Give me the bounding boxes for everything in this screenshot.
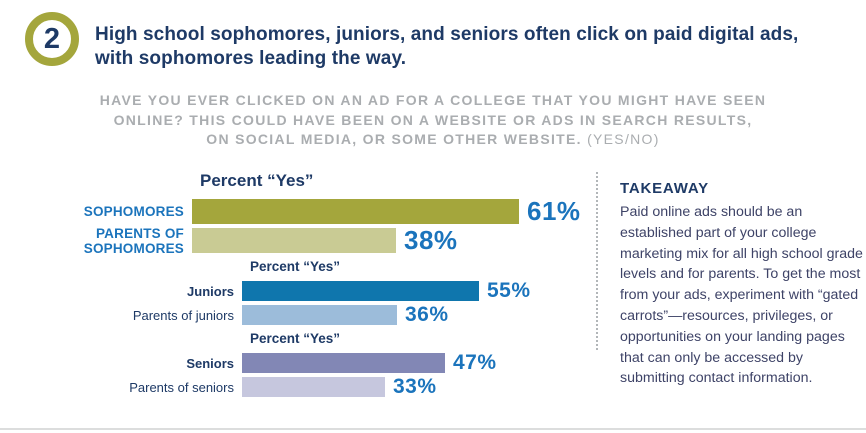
bar-value-parents-of-juniors: 36%: [405, 303, 449, 326]
takeaway-panel: TAKEAWAY Paid online ads should be an es…: [620, 180, 863, 389]
bar-row-parents-of-seniors: Parents of seniors 33%: [0, 375, 600, 398]
chart-group-juniors: Percent “Yes” Juniors 55% Parents of jun…: [0, 259, 600, 329]
bar-row-sophomores: SOPHOMORES 61%: [0, 196, 600, 226]
section-number: 2: [43, 22, 61, 55]
question-line-3-bold: ON SOCIAL MEDIA, OR SOME OTHER WEBSITE.: [206, 131, 582, 147]
takeaway-body: Paid online ads should be an established…: [620, 204, 863, 387]
bar-value-seniors: 47%: [453, 351, 497, 374]
bar-row-seniors: Seniors 47%: [0, 351, 600, 374]
chart-title-sophomores: Percent “Yes”: [200, 171, 314, 190]
section-number-badge: 2: [25, 12, 79, 66]
bar-parents-of-sophomores: [192, 228, 396, 253]
bar-sophomores: [192, 199, 519, 224]
bar-label-parents-of-sophomores: PARENTS OF SOPHOMORES: [83, 225, 184, 256]
chart-title-seniors: Percent “Yes”: [250, 331, 341, 346]
question-line-3: ON SOCIAL MEDIA, OR SOME OTHER WEBSITE. …: [0, 130, 866, 150]
bar-seniors: [242, 353, 445, 373]
question-line-1: HAVE YOU EVER CLICKED ON AN AD FOR A COL…: [99, 92, 767, 108]
bar-label-seniors: Seniors: [186, 355, 234, 371]
bar-label-juniors: Juniors: [187, 283, 234, 299]
bar-parents-of-juniors: [242, 305, 397, 325]
headline-line-1: High school sophomores, juniors, and sen…: [95, 24, 799, 45]
bar-label-sophomores: SOPHOMORES: [83, 204, 184, 219]
chart-group-sophomores: Percent “Yes” SOPHOMORES 61% PARENTS OF …: [0, 171, 600, 257]
bottom-rule: [0, 428, 866, 430]
question-line-2: ONLINE? THIS COULD HAVE BEEN ON A WEBSIT…: [113, 111, 753, 128]
chart-title-juniors: Percent “Yes”: [250, 259, 341, 274]
bar-row-juniors: Juniors 55%: [0, 279, 600, 302]
dotted-divider: [596, 172, 598, 350]
chart-group-seniors: Percent “Yes” Seniors 47% Parents of sen…: [0, 331, 600, 401]
bar-row-parents-of-juniors: Parents of juniors 36%: [0, 303, 600, 326]
bar-value-juniors: 55%: [487, 279, 531, 302]
headline-line-2: with sophomores leading the way.: [95, 47, 407, 69]
bar-parents-of-seniors: [242, 377, 385, 397]
headline: High school sophomores, juniors, and sen…: [95, 23, 798, 70]
bar-juniors: [242, 281, 479, 301]
question-yes-no: (YES/NO): [587, 131, 660, 147]
takeaway-title: TAKEAWAY: [620, 180, 709, 197]
survey-question: HAVE YOU EVER CLICKED ON AN AD FOR A COL…: [0, 91, 866, 150]
bar-value-sophomores: 61%: [527, 196, 581, 226]
bar-row-parents-of-sophomores: PARENTS OF SOPHOMORES 38%: [0, 225, 600, 256]
bar-label-parents-of-seniors: Parents of seniors: [129, 379, 234, 395]
bar-value-parents-of-sophomores: 38%: [404, 225, 458, 255]
bar-label-parents-of-juniors: Parents of juniors: [132, 307, 234, 323]
bar-value-parents-of-seniors: 33%: [393, 375, 437, 398]
